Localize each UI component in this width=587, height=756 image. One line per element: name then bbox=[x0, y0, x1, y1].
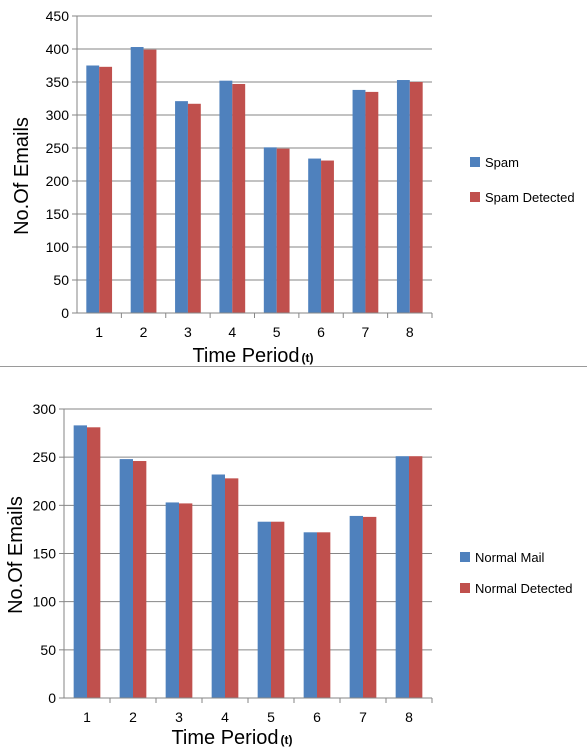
y-tick-label: 300 bbox=[33, 401, 57, 417]
normal-bar-chart: 0 50 100 150 200 250 300 1 2 3 4 5 6 7 8 No.Of Emails Ti… bbox=[5, 401, 573, 749]
y-tick-label: 0 bbox=[48, 690, 56, 706]
normal-bar-b bbox=[133, 461, 147, 698]
legend-swatch bbox=[460, 583, 470, 593]
x-tick-label: 1 bbox=[95, 324, 103, 340]
y-tick-label: 0 bbox=[61, 305, 69, 321]
x-tick-label: 5 bbox=[273, 324, 281, 340]
spam-bar-b bbox=[276, 148, 290, 313]
x-tick-label: 3 bbox=[184, 324, 192, 340]
y-tick-label: 150 bbox=[33, 546, 57, 562]
y-tick-label: 300 bbox=[46, 107, 70, 123]
x-tick-label: 1 bbox=[83, 709, 91, 725]
normal-bar-b bbox=[409, 456, 423, 698]
x-tick-label: 6 bbox=[313, 709, 321, 725]
legend-label: Spam Detected bbox=[485, 190, 575, 205]
spam-bar-a bbox=[352, 89, 366, 313]
spam-bar-a bbox=[175, 101, 188, 313]
y-tick-label: 250 bbox=[46, 140, 70, 156]
spam-bar-b bbox=[232, 83, 246, 313]
normal-bar-a bbox=[349, 515, 363, 698]
normal-bar-a bbox=[119, 459, 133, 698]
y-tick-label: 50 bbox=[53, 272, 69, 288]
normal-bar-a bbox=[211, 474, 225, 698]
y-tick-label: 450 bbox=[46, 8, 70, 24]
spam-bar-a bbox=[219, 80, 233, 314]
spam-bar-b bbox=[365, 91, 379, 314]
spam-bar-chart: 0 50 100 150 200 250 300 350 400 450 1 2 3 4 5 6 7 8 No.Of… bbox=[11, 8, 575, 367]
y-axis-title: No.Of Emails bbox=[11, 117, 33, 235]
y-tick-label: 250 bbox=[33, 449, 57, 465]
x-tick-label: 3 bbox=[175, 709, 183, 725]
normal-bar-a bbox=[165, 502, 179, 698]
normal-bar-a bbox=[73, 425, 87, 698]
normal-bar-b bbox=[271, 521, 285, 698]
legend-swatch bbox=[470, 157, 480, 167]
spam-bar-b bbox=[99, 66, 113, 313]
spam-bar-a bbox=[130, 47, 144, 314]
x-tick-label: 4 bbox=[228, 324, 236, 340]
x-tick-label: 6 bbox=[317, 324, 325, 340]
x-axis-title: Time Period (t) bbox=[192, 345, 313, 366]
y-tick-label: 100 bbox=[46, 239, 70, 255]
spam-bar-b bbox=[143, 49, 157, 313]
x-axis-title-main: Time Period bbox=[192, 345, 299, 366]
x-tick-label: 5 bbox=[267, 709, 275, 725]
spam-bar-a bbox=[308, 158, 322, 313]
normal-bar-a bbox=[257, 521, 271, 698]
spam-bar-b bbox=[409, 82, 423, 313]
y-tick-label: 200 bbox=[46, 173, 70, 189]
x-tick-label: 2 bbox=[129, 709, 137, 725]
spam-bar-b bbox=[187, 103, 201, 313]
chart-separator bbox=[0, 366, 587, 367]
x-tick-label: 4 bbox=[221, 709, 229, 725]
y-axis-title: No.Of Emails bbox=[5, 496, 27, 614]
spam-bar-a bbox=[396, 80, 410, 314]
legend-label: Spam bbox=[485, 155, 519, 170]
normal-bar-b bbox=[179, 503, 193, 698]
normal-chart-panel: 0 50 100 150 200 250 300 1 2 3 4 5 6 7 8 No.Of Emails Ti… bbox=[0, 368, 587, 751]
x-tick-label: 7 bbox=[362, 324, 370, 340]
y-tick-label: 200 bbox=[33, 497, 57, 513]
y-tick-label: 150 bbox=[46, 206, 70, 222]
y-tick-label: 400 bbox=[46, 41, 70, 57]
normal-bar-b bbox=[317, 532, 331, 698]
x-tick-label: 8 bbox=[405, 709, 413, 725]
spam-bar-a bbox=[86, 65, 100, 313]
x-tick-label: 8 bbox=[406, 324, 414, 340]
normal-bar-b bbox=[225, 478, 239, 698]
normal-bar-a bbox=[303, 532, 317, 698]
x-axis-title-suffix: (t) bbox=[281, 733, 293, 747]
spam-chart-panel: 0 50 100 150 200 250 300 350 400 450 1 2 3 4 5 6 7 8 No.Of… bbox=[0, 0, 587, 367]
normal-bar-b bbox=[87, 427, 101, 698]
y-tick-label: 350 bbox=[46, 74, 70, 90]
y-tick-label: 100 bbox=[33, 594, 57, 610]
spam-bar-a bbox=[263, 147, 277, 313]
normal-bar-b bbox=[363, 516, 377, 698]
y-tick-label: 50 bbox=[40, 642, 56, 658]
spam-bar-b bbox=[321, 160, 334, 313]
x-tick-label: 2 bbox=[140, 324, 148, 340]
x-axis-title-main: Time Period bbox=[171, 727, 278, 749]
legend-label: Normal Mail bbox=[475, 550, 544, 565]
normal-bar-a bbox=[395, 456, 409, 698]
legend-label: Normal Detected bbox=[475, 581, 573, 596]
x-axis-title: Time Period (t) bbox=[171, 727, 292, 749]
legend-swatch bbox=[460, 552, 470, 562]
x-tick-label: 7 bbox=[359, 709, 367, 725]
legend-swatch bbox=[470, 192, 480, 202]
x-axis-title-suffix: (t) bbox=[302, 351, 314, 365]
